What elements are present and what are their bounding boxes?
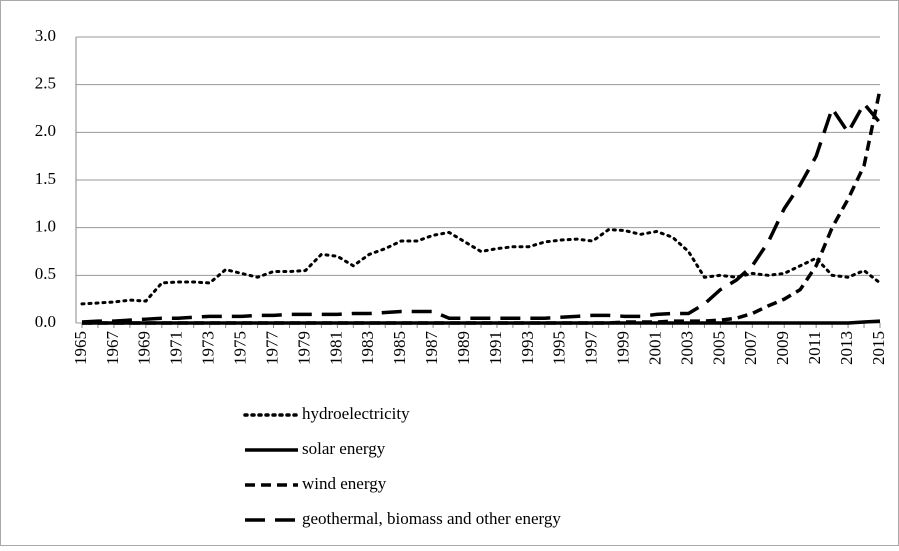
series-line <box>80 228 882 306</box>
legend-label: wind energy <box>302 474 387 493</box>
x-tick-label: 2001 <box>645 331 664 365</box>
y-tick-label: 2.0 <box>35 121 56 140</box>
y-tick-label: 0.5 <box>35 264 56 283</box>
y-tick-label: 2.5 <box>35 74 56 93</box>
x-tick-label: 1981 <box>326 331 345 365</box>
x-tick-label: 2011 <box>805 331 824 364</box>
x-tick-label: 1985 <box>390 331 409 365</box>
x-tick-label: 2005 <box>709 331 728 365</box>
x-tick-label: 1971 <box>167 331 186 365</box>
x-tick-label: 1983 <box>358 331 377 365</box>
x-tick-label: 1975 <box>231 331 250 365</box>
x-tick-label: 1977 <box>262 331 281 366</box>
y-tick-label: 1.5 <box>35 169 56 188</box>
x-tick-label: 1991 <box>486 331 505 365</box>
x-tick-label: 1989 <box>454 331 473 365</box>
x-tick-label: 1967 <box>103 331 122 366</box>
x-tick-label: 1987 <box>422 331 441 366</box>
x-tick-label: 1973 <box>199 331 218 365</box>
x-tick-label: 1995 <box>550 331 569 365</box>
x-tick-label: 2015 <box>869 331 888 365</box>
legend-label: hydroelectricity <box>302 404 410 423</box>
x-tick-label: 2007 <box>741 331 760 366</box>
x-tick-label: 2013 <box>837 331 856 365</box>
x-tick-label: 1997 <box>582 331 601 366</box>
legend-label: solar energy <box>302 439 386 458</box>
y-tick-label: 1.0 <box>35 217 56 236</box>
legend-label: geothermal, biomass and other energy <box>302 509 561 528</box>
y-tick-label: 3.0 <box>35 26 56 45</box>
x-tick-label: 1993 <box>518 331 537 365</box>
y-tick-label: 0.0 <box>35 312 56 331</box>
x-tick-label: 1979 <box>294 331 313 365</box>
x-tick-label: 1969 <box>135 331 154 365</box>
series-line <box>81 100 882 324</box>
x-tick-label: 2003 <box>677 331 696 365</box>
x-tick-label: 1999 <box>614 331 633 365</box>
series-line <box>82 89 882 325</box>
x-tick-label: 2009 <box>773 331 792 365</box>
x-tick-label: 1965 <box>71 331 90 365</box>
